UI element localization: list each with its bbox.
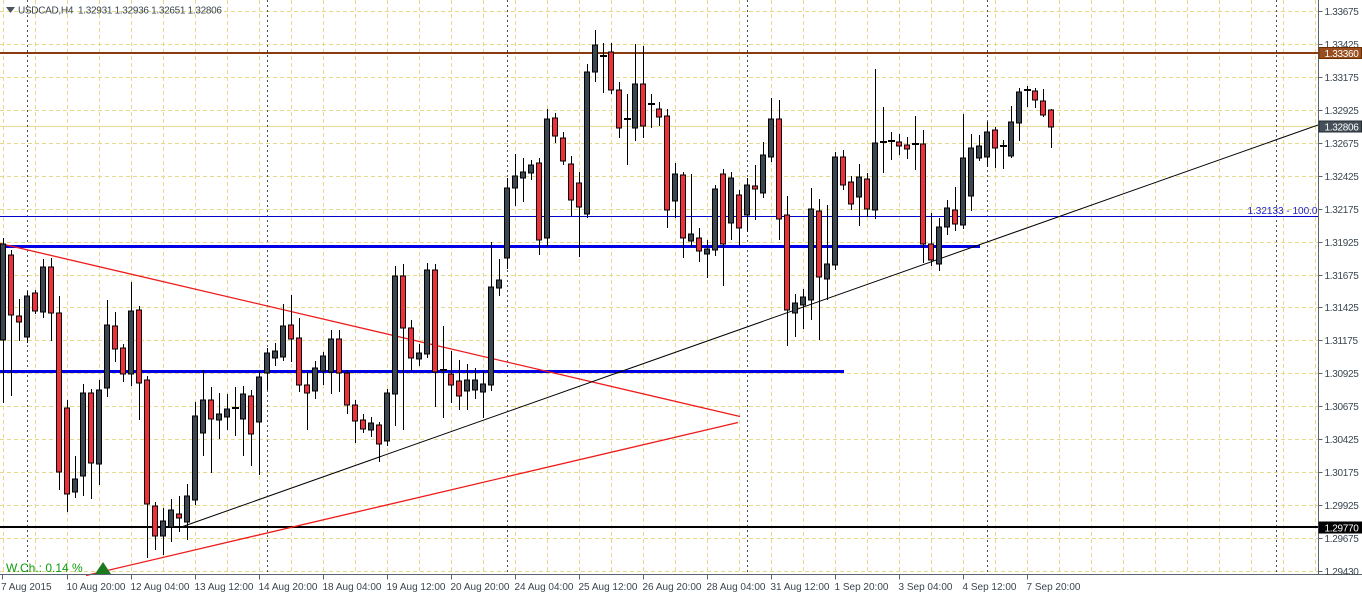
svg-text:1.32133 - 100.0: 1.32133 - 100.0 bbox=[1247, 206, 1317, 217]
svg-text:1.29925: 1.29925 bbox=[1325, 501, 1360, 512]
svg-text:1.30175: 1.30175 bbox=[1325, 468, 1360, 479]
svg-text:1.32806: 1.32806 bbox=[1325, 122, 1360, 133]
svg-text:1.31175: 1.31175 bbox=[1325, 336, 1359, 347]
svg-text:1 Sep 20:00: 1 Sep 20:00 bbox=[835, 582, 889, 593]
svg-text:7 Aug 2015: 7 Aug 2015 bbox=[1, 582, 52, 593]
svg-text:1.33175: 1.33175 bbox=[1325, 73, 1360, 84]
svg-text:12 Aug 04:00: 12 Aug 04:00 bbox=[131, 582, 190, 593]
svg-text:1.29430: 1.29430 bbox=[1325, 567, 1360, 578]
svg-text:1.31925: 1.31925 bbox=[1325, 238, 1360, 249]
svg-text:24 Aug 04:00: 24 Aug 04:00 bbox=[515, 582, 574, 593]
svg-text:14 Aug 20:00: 14 Aug 20:00 bbox=[259, 582, 318, 593]
svg-text:1.30425: 1.30425 bbox=[1325, 435, 1360, 446]
svg-text:7 Sep 20:00: 7 Sep 20:00 bbox=[1027, 582, 1081, 593]
svg-text:1.31675: 1.31675 bbox=[1325, 271, 1360, 282]
svg-text:1.32175: 1.32175 bbox=[1325, 205, 1360, 216]
svg-text:26 Aug 20:00: 26 Aug 20:00 bbox=[643, 582, 702, 593]
svg-text:4 Sep 12:00: 4 Sep 12:00 bbox=[963, 582, 1017, 593]
svg-text:1.33425: 1.33425 bbox=[1325, 40, 1360, 51]
svg-text:1.32925: 1.32925 bbox=[1325, 106, 1360, 117]
svg-text:31 Aug 12:00: 31 Aug 12:00 bbox=[771, 582, 830, 593]
svg-text:13 Aug 12:00: 13 Aug 12:00 bbox=[195, 582, 254, 593]
svg-text:19 Aug 12:00: 19 Aug 12:00 bbox=[387, 582, 446, 593]
svg-text:10 Aug 20:00: 10 Aug 20:00 bbox=[67, 582, 126, 593]
svg-text:1.33675: 1.33675 bbox=[1325, 7, 1360, 18]
svg-text:1.30925: 1.30925 bbox=[1325, 369, 1360, 380]
svg-text:20 Aug 20:00: 20 Aug 20:00 bbox=[451, 582, 510, 593]
svg-text:3 Sep 04:00: 3 Sep 04:00 bbox=[899, 582, 953, 593]
svg-text:1.29770: 1.29770 bbox=[1325, 523, 1360, 534]
svg-text:1.31425: 1.31425 bbox=[1325, 303, 1360, 314]
svg-text:18 Aug 04:00: 18 Aug 04:00 bbox=[323, 582, 382, 593]
svg-text:USDCAD,H4 1.32931 1.32936 1.3: USDCAD,H4 1.32931 1.32936 1.32651 1.3280… bbox=[18, 6, 222, 17]
svg-text:25 Aug 12:00: 25 Aug 12:00 bbox=[579, 582, 638, 593]
svg-text:1.33360: 1.33360 bbox=[1325, 49, 1360, 60]
svg-text:1.32425: 1.32425 bbox=[1325, 172, 1360, 183]
svg-text:28 Aug 04:00: 28 Aug 04:00 bbox=[707, 582, 766, 593]
svg-text:1.30675: 1.30675 bbox=[1325, 402, 1360, 413]
svg-text:1.32675: 1.32675 bbox=[1325, 139, 1360, 150]
svg-text:W.Ch.: 0.14 %: W.Ch.: 0.14 % bbox=[6, 561, 83, 575]
svg-text:1.29675: 1.29675 bbox=[1325, 534, 1360, 545]
